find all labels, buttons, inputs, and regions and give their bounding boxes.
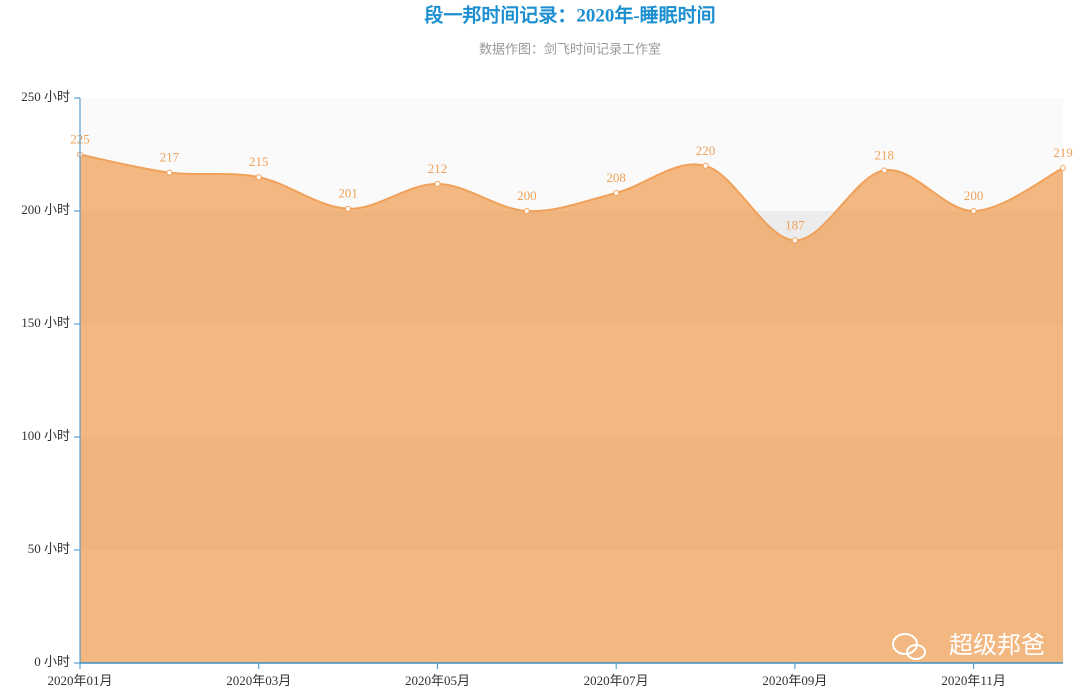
x-tick-label: 2020年09月 [762, 673, 827, 688]
value-label: 215 [249, 154, 269, 169]
point [523, 208, 530, 214]
value-label: 218 [875, 147, 895, 162]
chart-subtitle: 数据作图：剑飞时间记录工作室 [479, 42, 661, 58]
point [434, 180, 441, 187]
point [791, 237, 798, 244]
point [1060, 165, 1066, 172]
point [613, 189, 620, 196]
y-tick-label: 100 小时 [21, 428, 70, 443]
value-label: 201 [338, 186, 358, 201]
x-tick-label: 2020年11月 [941, 673, 1006, 688]
value-label: 220 [696, 143, 716, 158]
point [255, 174, 262, 181]
value-label: 208 [606, 170, 626, 185]
x-tick-label: 2020年07月 [584, 673, 649, 688]
value-label: 219 [1053, 145, 1073, 160]
value-label: 212 [428, 161, 448, 176]
y-tick-label: 50 小时 [28, 541, 70, 556]
x-tick-label: 2020年03月 [226, 673, 291, 688]
point [345, 205, 352, 212]
x-tick-label: 2020年01月 [47, 673, 112, 688]
y-tick-label: 150 小时 [21, 315, 70, 330]
watermark-icon [892, 633, 918, 655]
watermark-icon [906, 644, 926, 660]
value-label: 200 [964, 188, 984, 203]
y-tick-label: 200 小时 [21, 202, 70, 217]
point [970, 208, 977, 214]
value-label: 187 [785, 217, 805, 232]
y-tick-label: 0 小时 [34, 654, 70, 669]
watermark: 超级邦爸 [949, 631, 1045, 659]
area [80, 154, 1063, 663]
point [166, 169, 173, 176]
value-label: 217 [160, 150, 180, 165]
y-tick-label: 250 小时 [21, 89, 70, 104]
point [702, 162, 709, 169]
chart-title: 段一邦时间记录：2020年-睡眠时间 [424, 3, 715, 26]
point [881, 167, 888, 174]
value-label: 200 [517, 188, 537, 203]
x-tick-label: 2020年05月 [405, 673, 470, 688]
